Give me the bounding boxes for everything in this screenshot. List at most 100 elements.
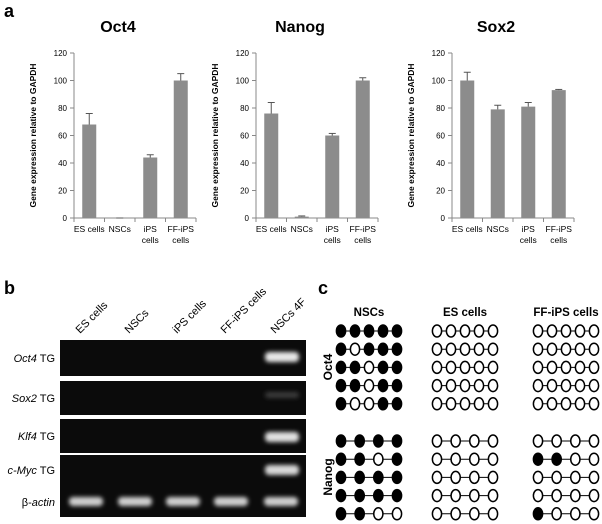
y-tick-label: 120 [236,49,250,58]
cpg-site [349,342,361,356]
cpg-site [487,342,499,356]
cpg-site [487,452,499,466]
error-bar [555,88,563,91]
cpg-site [335,397,347,411]
cpg-site [445,378,457,393]
cpg-site [487,378,499,393]
cpg-site [588,324,600,338]
cpg-site [459,378,471,393]
error-bar [85,113,93,125]
cpg-site [431,324,443,338]
y-tick-label: 0 [245,214,250,223]
cpg-site [391,507,403,521]
cpg-site [588,360,600,375]
cpg-site [487,488,499,503]
cpg-site [450,507,462,521]
panel-label: c [318,278,328,298]
cpg-site [431,470,443,485]
cpg-site [391,342,403,356]
y-tick-label: 60 [240,132,249,141]
cpg-site [391,488,403,503]
x-tick-line: iPS [144,224,158,234]
column-title: FF-iPS cells [533,307,598,319]
x-tick-label: iPS cells [142,224,159,245]
cpg-site [377,324,389,338]
bar [264,113,279,218]
cpg-site [431,507,443,521]
x-tick-label: FF-iPS cells [546,224,573,245]
x-tick-label: FF-iPS cells [168,224,195,245]
cpg-site [560,342,572,356]
y-tick-label: 0 [63,214,68,223]
cpg-site [431,397,443,411]
cpg-site [468,434,480,448]
cpg-site [363,324,375,338]
cpg-site [372,434,384,448]
cpg-site [532,452,544,466]
cpg-site [468,470,480,485]
cpg-site [335,452,347,466]
error-bar [177,73,185,81]
cpg-site [473,324,485,338]
cpg-site [468,452,480,466]
bar [460,80,475,218]
x-tick-line: cells [172,235,189,245]
cpg-site [459,342,471,356]
cpg-site [532,324,544,338]
bar [551,90,566,218]
row-label: Oct4 TG [14,353,55,365]
lane-label: NSCs 4F [269,296,309,336]
row-label-suffix: TG [40,353,55,365]
cpg-site [551,470,563,485]
error-bar [463,71,471,81]
error-bar [267,102,275,114]
x-tick-line: iPS [326,224,340,234]
cpg-site [569,470,581,485]
row-label-gene: Oct4 [14,353,37,365]
cpg-site [473,360,485,375]
cpg-site [372,452,384,466]
cpg-site [335,342,347,356]
cpg-site [335,507,347,521]
cpg-site [391,452,403,466]
cpg-site [487,470,499,485]
y-tick-label: 80 [58,104,67,113]
cpg-site [335,360,347,375]
chart-title: Oct4 [100,19,136,36]
cpg-site [532,342,544,356]
gene-label: Nanog [321,458,335,495]
x-tick-label: ES cells [74,224,105,234]
cpg-site [431,378,443,393]
cpg-site [468,507,480,521]
cpg-site [588,378,600,393]
chart-title: Sox2 [477,19,515,36]
bar [294,216,309,218]
cpg-site [551,434,563,448]
cpg-site [569,452,581,466]
cpg-site [377,378,389,393]
error-bar [298,215,306,217]
x-tick-label: ES cells [452,224,483,234]
cpg-site [574,342,586,356]
cpg-site [391,434,403,448]
cpg-site [551,507,563,521]
error-bar [328,132,336,136]
y-tick-label: 20 [58,187,67,196]
cpg-site [391,360,403,375]
cpg-site [391,470,403,485]
cpg-site [487,434,499,448]
cpg-site [450,434,462,448]
bar [173,80,188,218]
row-label-suffix: TG [40,465,55,477]
cpg-site [450,452,462,466]
cpg-site [569,434,581,448]
lane-label: ES cells [74,299,111,336]
cpg-site [335,378,347,393]
cpg-site [588,434,600,448]
cpg-site [445,397,457,411]
cpg-site [391,324,403,338]
cpg-site [445,342,457,356]
bar [490,109,505,218]
cpg-site [560,378,572,393]
